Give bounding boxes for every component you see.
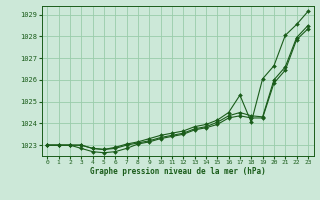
X-axis label: Graphe pression niveau de la mer (hPa): Graphe pression niveau de la mer (hPa) xyxy=(90,167,266,176)
